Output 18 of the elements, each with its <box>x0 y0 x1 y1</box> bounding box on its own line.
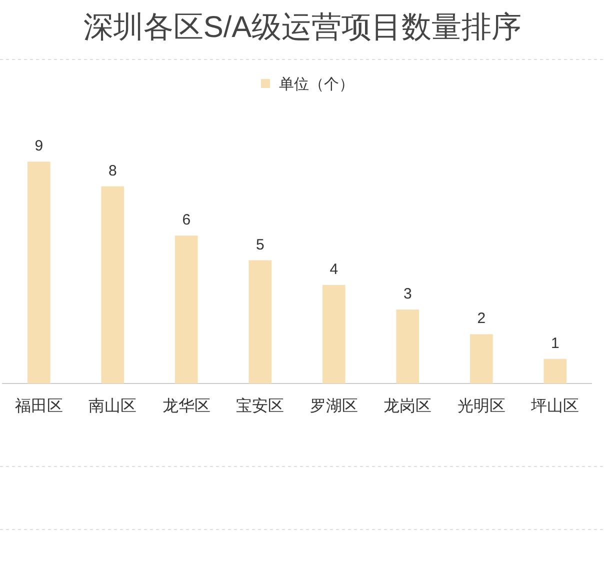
data-label: 3 <box>403 286 412 303</box>
data-label: 8 <box>108 162 117 180</box>
data-label: 4 <box>330 260 338 278</box>
x-tick-label: 龙华区 <box>162 397 210 415</box>
x-tick-label: 坪山区 <box>530 397 580 415</box>
x-tick-label: 罗湖区 <box>310 397 358 415</box>
x-tick-label: 福田区 <box>14 397 63 415</box>
x-tick-label: 宝安区 <box>236 397 284 415</box>
data-label: 2 <box>477 310 486 328</box>
x-tick-label: 龙岗区 <box>384 397 432 415</box>
x-tick-label: 光明区 <box>457 397 506 415</box>
title: 深圳各区S/A级运营项目数量排序 <box>83 11 522 44</box>
data-label: 5 <box>256 236 264 254</box>
data-label: 9 <box>34 138 44 155</box>
x-tick-label: 南山区 <box>88 397 137 415</box>
data-label: 6 <box>182 212 191 229</box>
data-label: 1 <box>550 334 560 352</box>
legend-label: 单位（个） <box>279 76 354 93</box>
